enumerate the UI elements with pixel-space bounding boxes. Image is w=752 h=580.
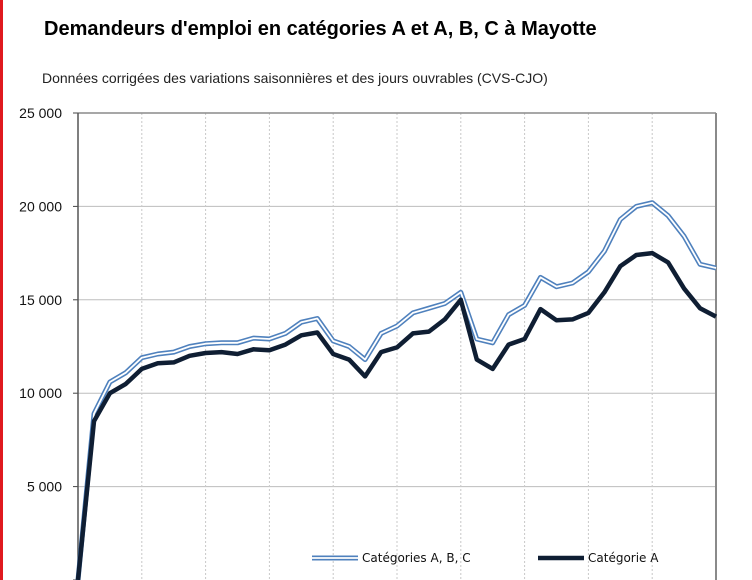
left-accent-bar [0, 0, 3, 580]
chart-title: Demandeurs d'emploi en catégories A et A… [44, 18, 597, 40]
legend-item: Catégorie A [538, 551, 659, 565]
series-lines [75, 200, 718, 580]
chart-subtitle: Données corrigées des variations saisonn… [42, 70, 548, 86]
series-categorie-a [75, 250, 718, 580]
y-tick-label: 5 000 [27, 479, 62, 495]
series-line [75, 250, 718, 580]
legend: Catégories A, B, C Catégorie A [312, 551, 659, 565]
y-tick-label: 25 000 [19, 105, 62, 121]
y-tick-label: 15 000 [19, 292, 62, 308]
series-categories-abc [75, 200, 717, 580]
y-axis: 5 000 10 000 15 000 20 000 25 000 [19, 105, 79, 580]
y-tick-label: 20 000 [19, 198, 62, 214]
y-tick-label: 10 000 [19, 385, 62, 401]
legend-item: Catégories A, B, C [312, 551, 471, 565]
series-line-inner [77, 201, 717, 580]
grid [78, 112, 717, 580]
legend-label: Catégorie A [588, 551, 659, 565]
legend-label: Catégories A, B, C [362, 551, 471, 565]
series-line-outer [75, 200, 717, 580]
